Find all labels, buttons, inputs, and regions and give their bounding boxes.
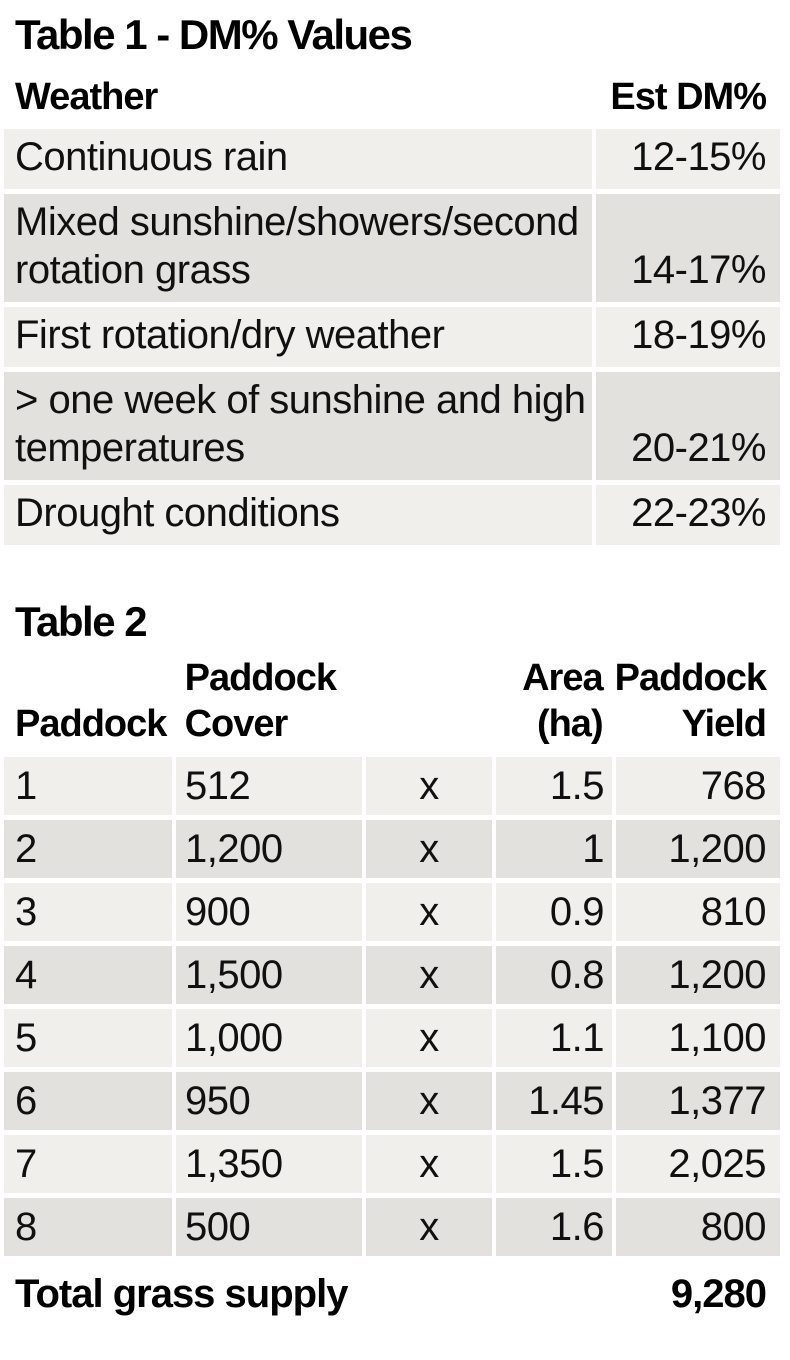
table2-operator-cell: x [366,1197,492,1256]
table2-area-cell: 1.6 [496,1197,612,1256]
table2-area-cell: 1.45 [496,1071,612,1130]
table1-weather-cell: Drought conditions [4,485,592,546]
table2-area-cell: 0.9 [496,882,612,941]
table2-row: 2 1,200 x 1 1,200 [4,819,780,878]
table2-paddock-cell: 3 [4,882,172,941]
table2-row: 8 500 x 1.6 800 [4,1197,780,1256]
table1-title: Table 1 - DM% Values [15,11,413,58]
table1-row: First rotation/dry weather 18-19% [4,307,780,368]
table1-est-dm-cell: 14-17% [596,194,780,303]
table2-row: 1 512 x 1.5 768 [4,756,780,815]
table2-yield-cell: 1,200 [616,819,780,878]
table2-yield-cell: 1,100 [616,1008,780,1067]
table2-header-area-ha: Area (ha) [522,656,603,745]
table2-yield-cell: 1,200 [616,945,780,1004]
table2-area-cell: 1.1 [496,1008,612,1067]
table2-paddock-cell: 5 [4,1008,172,1067]
table1-header-est-dm: Est DM% [610,76,767,119]
table2-cover-cell: 1,500 [176,945,362,1004]
table2-operator-cell: x [366,819,492,878]
table2-total-row: Total grass supply 9,280 [4,1268,780,1320]
table2-cover-cell: 950 [176,1071,362,1130]
table2-body: 1 512 x 1.5 768 2 1,200 x 1 1,200 3 900 … [0,756,790,1256]
table2-operator-cell: x [366,1134,492,1193]
table1-est-dm-cell: 22-23% [596,485,780,546]
table2-total-label: Total grass supply [15,1271,348,1316]
table2-operator-cell: x [366,882,492,941]
page: Table 1 - DM% Values Weather Est DM% Con… [0,11,790,1320]
table2-header-paddock-cover: Paddock Cover [184,656,337,745]
table2-operator-cell: x [366,945,492,1004]
table1-weather-cell: Continuous rain [4,129,592,190]
table1-weather-cell: First rotation/dry weather [4,307,592,368]
table1-row: > one week of sunshine and high temperat… [4,372,780,481]
table2-header-row: Paddock Paddock Cover Area (ha) Paddock … [4,655,780,747]
table1-row: Drought conditions 22-23% [4,485,780,546]
table2-row: 4 1,500 x 0.8 1,200 [4,945,780,1004]
table1-header-weather: Weather [15,76,158,119]
table2-area-cell: 1.5 [496,1134,612,1193]
table2-cover-cell: 512 [176,756,362,815]
table1-weather-cell: > one week of sunshine and high temperat… [4,372,592,481]
table2-operator-cell: x [366,1071,492,1130]
table2-paddock-cell: 6 [4,1071,172,1130]
table2-cover-cell: 500 [176,1197,362,1256]
table2-area-cell: 0.8 [496,945,612,1004]
table1-body: Continuous rain 12-15% Mixed sunshine/sh… [0,129,790,546]
table2-cover-cell: 1,000 [176,1008,362,1067]
table2-area-cell: 1 [496,819,612,878]
table2-header-paddock-yield: Paddock Yield [614,656,767,745]
table1-est-dm-cell: 20-21% [596,372,780,481]
table2-yield-cell: 1,377 [616,1071,780,1130]
table2-paddock-cell: 7 [4,1134,172,1193]
table2-cover-cell: 900 [176,882,362,941]
table2-row: 3 900 x 0.9 810 [4,882,780,941]
table2-row: 7 1,350 x 1.5 2,025 [4,1134,780,1193]
table2-yield-cell: 768 [616,756,780,815]
table2-yield-cell: 2,025 [616,1134,780,1193]
table2-paddock-cell: 4 [4,945,172,1004]
table1-row: Continuous rain 12-15% [4,129,780,190]
table2-cover-cell: 1,200 [176,819,362,878]
table2-yield-cell: 810 [616,882,780,941]
table1-row: Mixed sunshine/showers/second rotation g… [4,194,780,303]
table2-yield-cell: 800 [616,1197,780,1256]
table1-est-dm-cell: 12-15% [596,129,780,190]
table2-paddock-cell: 1 [4,756,172,815]
table2-header-paddock: Paddock [15,702,167,745]
table2-total-value: 9,280 [670,1271,767,1316]
table2-row: 5 1,000 x 1.1 1,100 [4,1008,780,1067]
table2-paddock-cell: 2 [4,819,172,878]
table2-area-cell: 1.5 [496,756,612,815]
table1-est-dm-cell: 18-19% [596,307,780,368]
table1-header-row: Weather Est DM% [4,71,780,123]
table2-row: 6 950 x 1.45 1,377 [4,1071,780,1130]
table2-operator-cell: x [366,756,492,815]
table2-cover-cell: 1,350 [176,1134,362,1193]
table1-weather-cell: Mixed sunshine/showers/second rotation g… [4,194,592,303]
table2-title: Table 2 [15,598,148,646]
table2-operator-cell: x [366,1008,492,1067]
table2-paddock-cell: 8 [4,1197,172,1256]
